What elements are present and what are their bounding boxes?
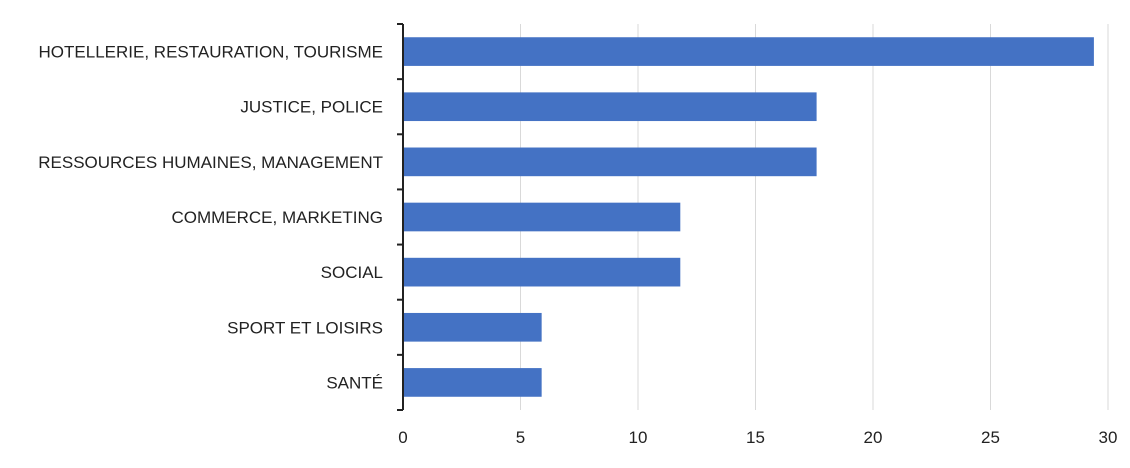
- category-labels: HOTELLERIE, RESTAURATION, TOURISME JUSTIC…: [38, 43, 383, 393]
- bar: [404, 147, 817, 177]
- bar: [404, 202, 681, 232]
- gridlines: [520, 24, 1109, 410]
- x-tick-label: 0: [398, 428, 407, 447]
- x-tick-label: 5: [516, 428, 525, 447]
- bars: [404, 37, 1094, 397]
- category-label: HOTELLERIE, RESTAURATION, TOURISME: [39, 43, 383, 62]
- category-label: JUSTICE, POLICE: [240, 98, 383, 117]
- bar: [404, 257, 681, 287]
- category-label: SOCIAL: [321, 263, 383, 282]
- x-tick-label: 20: [864, 428, 883, 447]
- x-tick-label: 15: [746, 428, 765, 447]
- tick-labels: 0 5 10 15 20 25 30: [398, 428, 1117, 447]
- category-label: COMMERCE, MARKETING: [171, 208, 383, 227]
- axes: [397, 23, 404, 411]
- bar: [404, 368, 542, 397]
- x-tick-label: 10: [629, 428, 648, 447]
- category-label: SANTÉ: [326, 373, 383, 392]
- x-tick-label: 30: [1099, 428, 1118, 447]
- bar: [404, 312, 542, 342]
- x-tick-label: 25: [981, 428, 1000, 447]
- bar: [404, 37, 1094, 66]
- category-label: SPORT ET LOISIRS: [227, 318, 383, 337]
- bar: [404, 92, 817, 122]
- category-label: RESSOURCES HUMAINES, MANAGEMENT: [38, 153, 383, 172]
